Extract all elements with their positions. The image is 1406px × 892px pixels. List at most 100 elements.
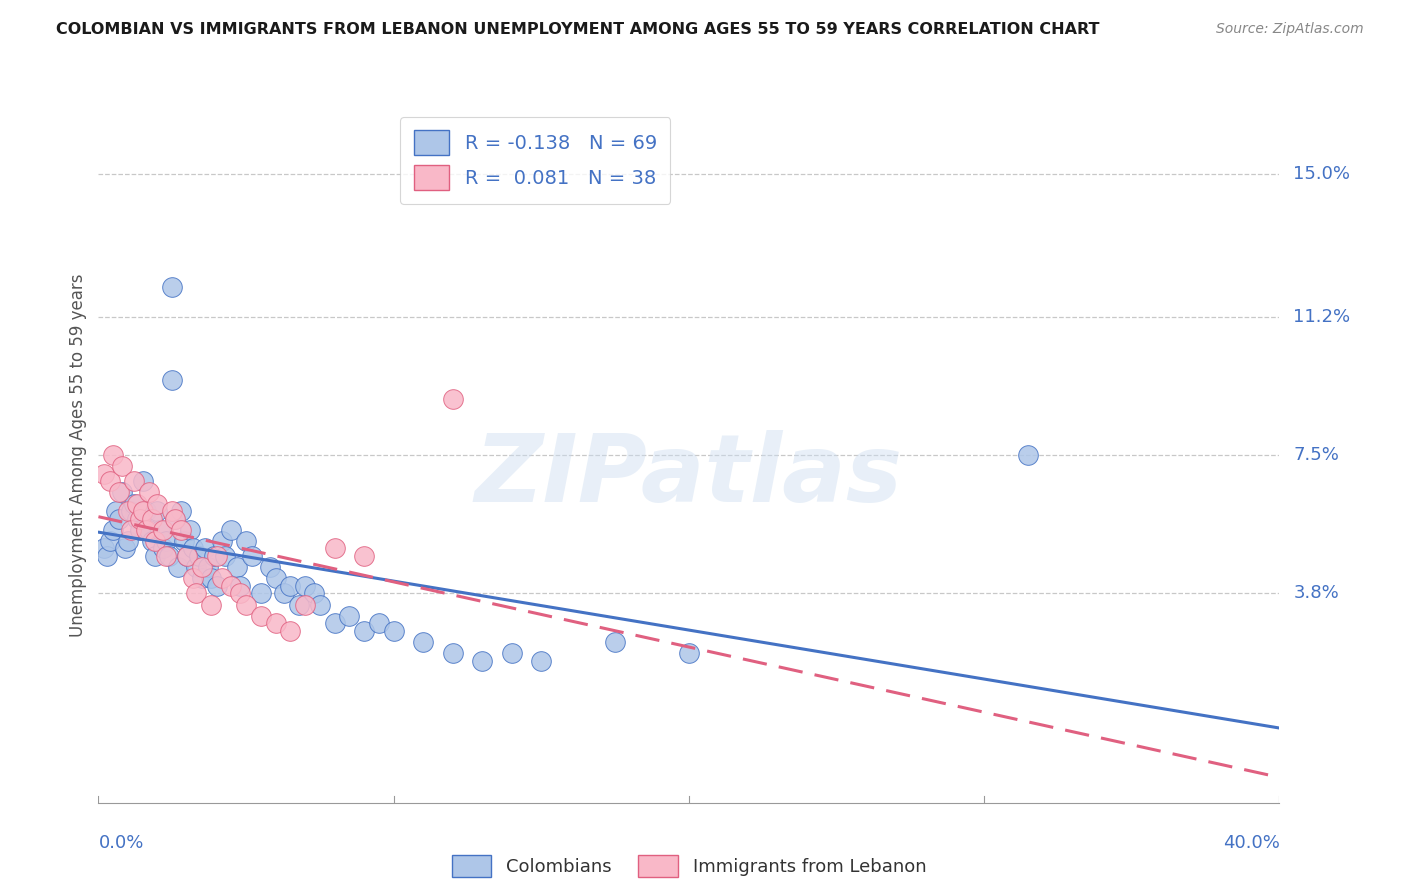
Text: 3.8%: 3.8%: [1294, 584, 1339, 602]
Point: [441, 646, 464, 660]
Point: [135, 523, 157, 537]
Point: [181, 571, 204, 585]
Point: [240, 549, 263, 563]
Point: [288, 598, 311, 612]
Point: [132, 504, 155, 518]
Text: ZIPatlas: ZIPatlas: [475, 430, 903, 522]
Point: [96, 549, 118, 563]
Point: [229, 579, 252, 593]
Point: [323, 541, 346, 556]
Point: [173, 533, 195, 548]
Point: [259, 560, 281, 574]
Text: 40.0%: 40.0%: [1223, 834, 1279, 852]
Point: [103, 523, 125, 537]
Point: [125, 497, 148, 511]
Point: [294, 579, 316, 593]
Text: COLOMBIAN VS IMMIGRANTS FROM LEBANON UNEMPLOYMENT AMONG AGES 55 TO 59 YEARS CORR: COLOMBIAN VS IMMIGRANTS FROM LEBANON UNE…: [56, 22, 1099, 37]
Point: [501, 646, 523, 660]
Point: [165, 511, 187, 525]
Text: 11.2%: 11.2%: [1294, 308, 1351, 326]
Point: [264, 616, 287, 631]
Point: [114, 541, 136, 556]
Point: [98, 474, 121, 488]
Point: [530, 654, 553, 668]
Point: [132, 474, 155, 488]
Point: [138, 485, 160, 500]
Point: [200, 571, 222, 585]
Text: Source: ZipAtlas.com: Source: ZipAtlas.com: [1216, 22, 1364, 37]
Point: [294, 598, 316, 612]
Point: [323, 616, 346, 631]
Point: [205, 579, 228, 593]
Point: [194, 541, 217, 556]
Point: [141, 533, 163, 548]
Point: [229, 586, 252, 600]
Point: [155, 533, 177, 548]
Point: [165, 511, 187, 525]
Point: [219, 579, 242, 593]
Point: [176, 549, 198, 563]
Point: [176, 549, 198, 563]
Point: [108, 511, 131, 525]
Point: [219, 523, 242, 537]
Point: [211, 533, 233, 548]
Point: [197, 560, 219, 574]
Point: [141, 511, 163, 525]
Point: [162, 373, 183, 387]
Point: [235, 598, 257, 612]
Point: [382, 624, 405, 638]
Legend: Colombians, Immigrants from Lebanon: Colombians, Immigrants from Lebanon: [444, 847, 934, 884]
Point: [412, 635, 434, 649]
Point: [179, 523, 201, 537]
Point: [441, 392, 464, 406]
Point: [1017, 448, 1039, 462]
Text: 15.0%: 15.0%: [1294, 165, 1350, 184]
Point: [138, 523, 160, 537]
Point: [152, 523, 174, 537]
Point: [108, 485, 131, 500]
Point: [471, 654, 494, 668]
Point: [337, 608, 360, 623]
Point: [157, 549, 180, 563]
Point: [152, 541, 174, 556]
Point: [105, 504, 128, 518]
Point: [155, 549, 177, 563]
Point: [111, 485, 134, 500]
Point: [103, 448, 125, 462]
Point: [143, 533, 166, 548]
Point: [93, 467, 115, 481]
Point: [278, 579, 302, 593]
Point: [273, 586, 295, 600]
Point: [125, 511, 148, 525]
Point: [278, 624, 302, 638]
Point: [117, 504, 139, 518]
Point: [191, 571, 214, 585]
Point: [122, 474, 145, 488]
Point: [181, 541, 204, 556]
Point: [264, 571, 287, 585]
Point: [368, 616, 391, 631]
Point: [205, 549, 228, 563]
Point: [170, 504, 193, 518]
Point: [111, 459, 134, 474]
Point: [122, 497, 145, 511]
Point: [162, 504, 183, 518]
Point: [202, 549, 225, 563]
Point: [143, 549, 166, 563]
Point: [128, 523, 150, 537]
Y-axis label: Unemployment Among Ages 55 to 59 years: Unemployment Among Ages 55 to 59 years: [69, 273, 87, 637]
Point: [93, 541, 115, 556]
Text: 7.5%: 7.5%: [1294, 446, 1340, 464]
Point: [250, 608, 273, 623]
Point: [184, 586, 207, 600]
Point: [146, 504, 169, 518]
Point: [678, 646, 700, 660]
Point: [120, 504, 142, 518]
Point: [250, 586, 273, 600]
Text: 0.0%: 0.0%: [98, 834, 143, 852]
Point: [149, 523, 172, 537]
Point: [226, 560, 249, 574]
Point: [120, 523, 142, 537]
Point: [187, 549, 209, 563]
Point: [605, 635, 627, 649]
